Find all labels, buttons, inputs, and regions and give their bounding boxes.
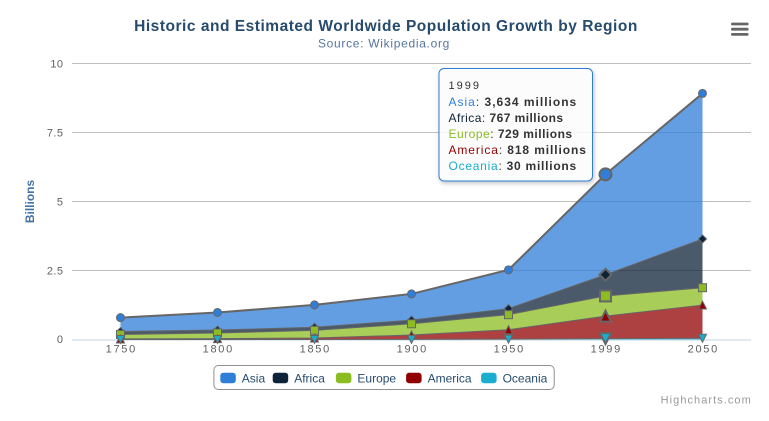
svg-text:Historic and Estimated Worldwi: Historic and Estimated Worldwide Populat… [134,18,638,35]
svg-text:10: 10 [50,58,63,70]
svg-text:Europe: 729 millions: Europe: 729 millions [449,127,573,141]
svg-text:1850: 1850 [300,344,331,356]
svg-text:7.5: 7.5 [47,127,64,139]
svg-text:2050: 2050 [688,344,719,356]
svg-text:1999: 1999 [449,80,481,92]
svg-text:1900: 1900 [397,344,428,356]
svg-text:5: 5 [57,196,64,208]
svg-text:America: 818 millions: America: 818 millions [449,143,587,157]
svg-text:1750: 1750 [106,344,137,356]
svg-text:Oceania: 30 millions: Oceania: 30 millions [449,159,577,173]
svg-text:Highcharts.com: Highcharts.com [661,395,752,407]
svg-text:America: America [428,372,472,386]
svg-text:1950: 1950 [494,344,525,356]
svg-text:Billions: Billions [23,180,37,224]
svg-text:1800: 1800 [203,344,234,356]
svg-text:Africa: Africa [294,372,325,386]
svg-text:Africa: 767 millions: Africa: 767 millions [449,111,564,125]
svg-text:Asia: 3,634 millions: Asia: 3,634 millions [449,95,578,109]
svg-text:Europe: Europe [357,372,396,386]
svg-text:Asia: Asia [242,372,266,386]
svg-text:1999: 1999 [591,344,622,356]
svg-text:0: 0 [57,334,64,346]
svg-text:Oceania: Oceania [503,372,548,386]
svg-text:Source: Wikipedia.org: Source: Wikipedia.org [318,37,450,51]
svg-text:2.5: 2.5 [47,265,64,277]
